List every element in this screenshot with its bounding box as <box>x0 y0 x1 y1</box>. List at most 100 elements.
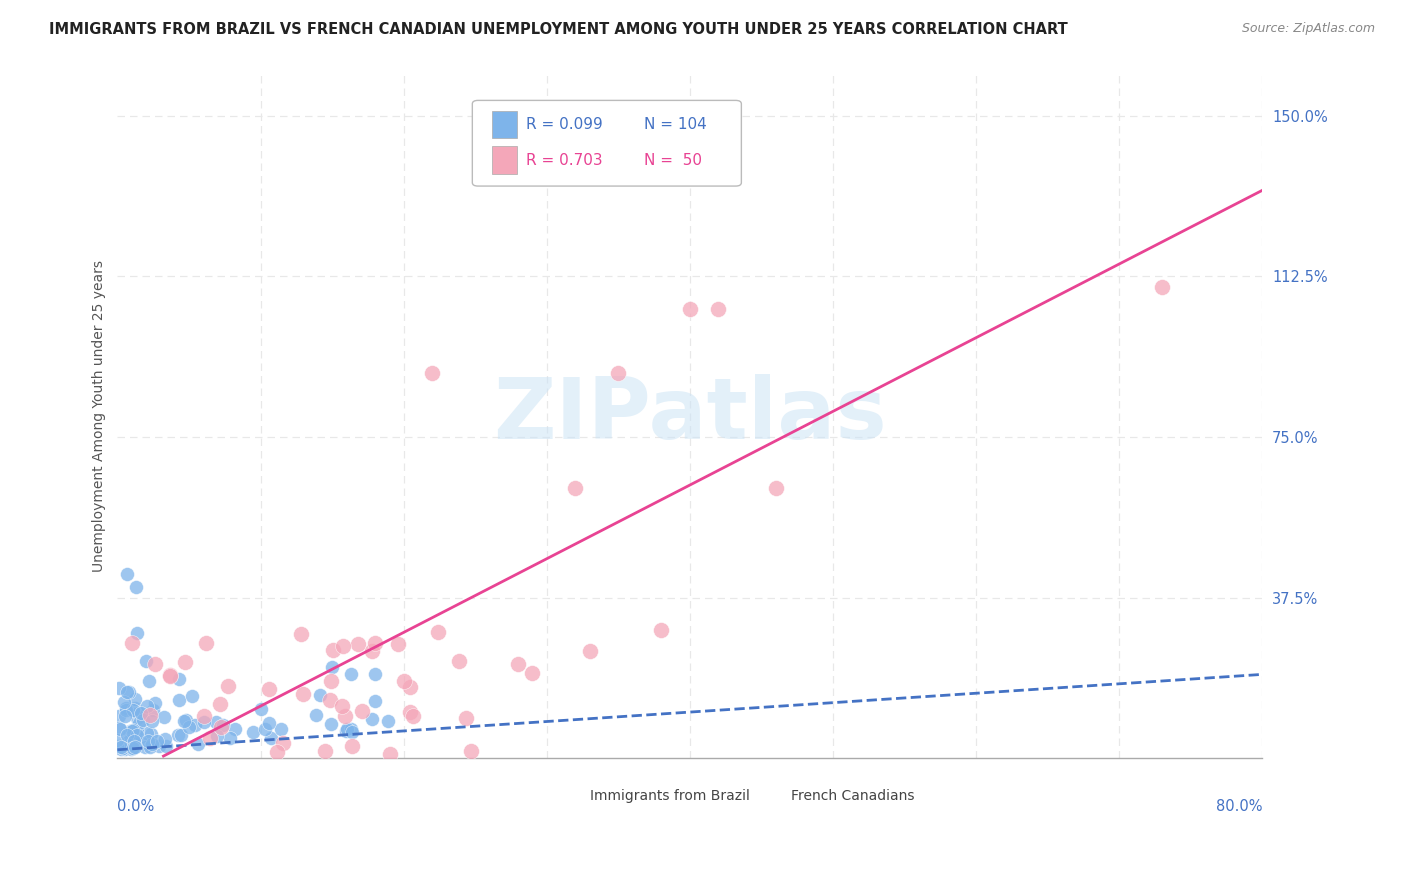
Point <box>141 714 163 729</box>
Point <box>319 674 342 689</box>
Point <box>173 655 195 669</box>
Point <box>508 657 530 672</box>
Text: Source: ZipAtlas.com: Source: ZipAtlas.com <box>1241 22 1375 36</box>
Point <box>115 728 138 742</box>
Point <box>314 744 336 758</box>
Point <box>122 734 145 748</box>
Point <box>111 740 134 755</box>
Point <box>242 724 264 739</box>
Point <box>139 739 162 754</box>
Point <box>107 739 129 754</box>
Point <box>399 680 422 694</box>
Point <box>650 623 672 637</box>
Point <box>124 740 146 755</box>
Point <box>198 731 221 745</box>
Point <box>114 703 136 717</box>
Point <box>159 668 181 682</box>
Point <box>392 674 415 689</box>
Point <box>125 580 148 594</box>
Point <box>135 726 157 740</box>
Text: 80.0%: 80.0% <box>1216 799 1263 814</box>
Point <box>522 665 544 680</box>
Point <box>122 703 145 717</box>
Point <box>125 723 148 738</box>
Point <box>335 723 357 738</box>
Point <box>193 709 215 723</box>
Point <box>114 709 136 723</box>
Point <box>122 741 145 756</box>
Point <box>260 731 283 745</box>
Bar <box>765 787 785 808</box>
Point <box>167 693 190 707</box>
Point <box>112 739 135 753</box>
Point <box>204 714 226 729</box>
Bar <box>492 146 517 174</box>
Text: Immigrants from Brazil: Immigrants from Brazil <box>591 789 751 803</box>
Point <box>207 729 229 743</box>
Point <box>454 711 477 725</box>
Point <box>378 747 401 761</box>
Point <box>138 674 160 689</box>
Text: R = 0.099: R = 0.099 <box>526 117 603 132</box>
Point <box>117 567 139 582</box>
Point <box>332 639 354 653</box>
Point <box>125 626 148 640</box>
Point <box>122 737 145 751</box>
Point <box>176 713 198 727</box>
Text: French Canadians: French Canadians <box>790 789 914 803</box>
Point <box>187 737 209 751</box>
Point <box>136 698 159 713</box>
Point <box>253 722 276 736</box>
Point <box>352 704 374 718</box>
Point <box>707 301 730 316</box>
Point <box>127 706 149 720</box>
Y-axis label: Unemployment Among Youth under 25 years: Unemployment Among Youth under 25 years <box>93 260 107 572</box>
Point <box>108 721 131 735</box>
Point <box>173 714 195 728</box>
Point <box>122 734 145 748</box>
Point <box>209 697 232 711</box>
Point <box>402 709 425 723</box>
Point <box>118 685 141 699</box>
Point <box>426 624 449 639</box>
Point <box>153 731 176 746</box>
Point <box>121 741 143 756</box>
Point <box>118 723 141 738</box>
Point <box>194 636 217 650</box>
Point <box>127 711 149 725</box>
Point <box>360 712 382 726</box>
Point <box>153 710 176 724</box>
Point <box>115 738 138 752</box>
Point <box>361 644 384 658</box>
Point <box>110 739 132 754</box>
Point <box>120 741 142 756</box>
Point <box>292 687 315 701</box>
Point <box>364 693 387 707</box>
Point <box>218 731 240 745</box>
Point <box>321 659 343 673</box>
Point <box>112 738 135 752</box>
Point <box>124 701 146 715</box>
Point <box>177 720 200 734</box>
Point <box>319 692 342 706</box>
Point <box>169 672 191 686</box>
Point <box>141 737 163 751</box>
Point <box>332 699 354 714</box>
Point <box>142 703 165 717</box>
Point <box>209 720 232 734</box>
Point <box>121 724 143 739</box>
Point <box>107 733 129 747</box>
Point <box>145 734 167 748</box>
Point <box>124 692 146 706</box>
Point <box>377 714 399 728</box>
Point <box>108 681 131 695</box>
Point <box>193 714 215 729</box>
Point <box>112 738 135 752</box>
Point <box>115 700 138 714</box>
Point <box>118 734 141 748</box>
Point <box>224 723 246 737</box>
FancyBboxPatch shape <box>472 101 741 186</box>
Point <box>110 741 132 756</box>
Point <box>143 657 166 672</box>
Point <box>212 718 235 732</box>
